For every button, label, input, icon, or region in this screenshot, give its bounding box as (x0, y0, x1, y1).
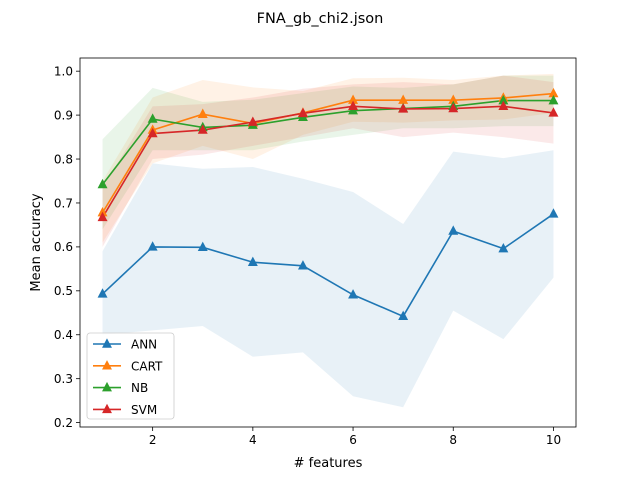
point-svm (197, 124, 208, 134)
y-axis-ticks: 0.2 0.3 0.4 0.5 0.6 0.7 0.8 0.9 1.0 (54, 64, 80, 430)
legend-label-cart: CART (131, 359, 163, 373)
point-svm (247, 116, 258, 126)
point-svm (97, 211, 108, 222)
x-tick-label: 6 (349, 433, 357, 447)
y-tick-label: 0.7 (54, 196, 73, 210)
point-svm (548, 107, 559, 117)
point-nb (147, 113, 158, 123)
point-ann (147, 241, 158, 251)
point-svm (498, 100, 509, 111)
y-tick-label: 1.0 (54, 64, 73, 78)
band-svm (102, 75, 554, 247)
point-ann (97, 288, 108, 298)
point-svm (448, 102, 459, 113)
legend: ANN CART NB SVM (86, 332, 175, 420)
x-axis-label: # features (294, 456, 363, 471)
point-svm (147, 127, 158, 138)
y-tick-label: 0.6 (54, 240, 73, 254)
point-ann (247, 256, 258, 266)
plot-frame (79, 57, 577, 428)
x-tick-label: 4 (249, 433, 257, 447)
line-svm (101, 105, 554, 218)
point-svm (398, 103, 409, 113)
point-svm (348, 100, 359, 111)
legend-label-svm: SVM (131, 403, 157, 417)
point-ann (398, 310, 409, 321)
point-ann (498, 242, 509, 253)
line-cart (101, 92, 554, 214)
line-ann (101, 213, 554, 318)
point-svm (297, 107, 308, 118)
y-tick-label: 0.3 (54, 372, 73, 386)
point-ann (448, 225, 459, 235)
y-tick-label: 0.4 (54, 328, 73, 342)
x-tick-label: 8 (449, 433, 457, 447)
legend-marker-cart (102, 360, 112, 370)
legend-label-ann: ANN (131, 338, 157, 352)
legend-frame (86, 332, 175, 420)
y-axis-label: Mean accuracy (29, 193, 44, 292)
point-ann (297, 260, 308, 270)
x-tick-label: 2 (149, 433, 157, 447)
legend-label-nb: NB (131, 381, 148, 395)
y-tick-label: 0.2 (54, 416, 73, 430)
legend-marker-ann (102, 338, 112, 348)
series-lines (101, 92, 554, 318)
point-ann (548, 208, 559, 218)
chart-title: FNA_gb_chi2.json (257, 11, 384, 27)
legend-marker-svm (102, 403, 112, 414)
line-nb (101, 99, 554, 186)
series-markers (97, 87, 559, 321)
point-ann (348, 289, 359, 299)
point-nb (97, 178, 108, 189)
band-ann (102, 150, 554, 408)
y-tick-label: 0.8 (54, 152, 73, 166)
x-axis-ticks: 2 4 6 8 10 (149, 427, 561, 447)
band-nb (102, 75, 554, 230)
point-ann (197, 241, 208, 252)
point-cart (197, 108, 208, 118)
y-tick-label: 0.9 (54, 108, 73, 122)
y-tick-label: 0.5 (54, 284, 73, 298)
x-tick-label: 10 (546, 433, 561, 447)
point-nb (548, 94, 559, 105)
legend-marker-nb (102, 381, 112, 392)
